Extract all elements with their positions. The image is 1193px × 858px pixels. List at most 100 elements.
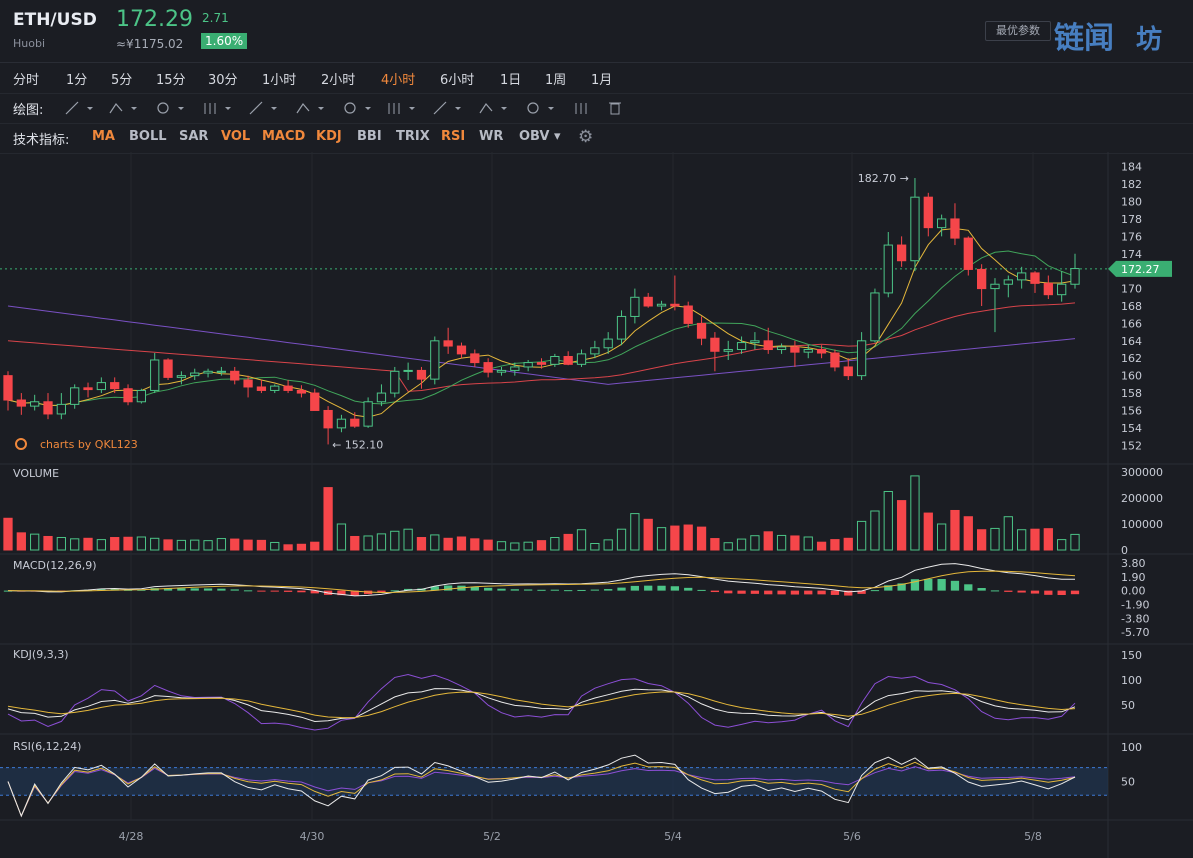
macd-histogram-bar	[1057, 590, 1066, 596]
text-tool-icon[interactable]	[525, 99, 559, 117]
macd-histogram-bar	[310, 590, 319, 594]
macd-histogram-bar	[97, 589, 106, 591]
line-tool-icon[interactable]	[64, 99, 98, 117]
last-price: 172.29	[116, 7, 193, 32]
volume-bar	[870, 510, 880, 551]
candle-body	[963, 237, 973, 270]
candle-body	[643, 296, 653, 307]
macd-tick: -1.90	[1121, 598, 1149, 611]
candle-body	[70, 387, 80, 405]
rsi-band	[0, 767, 1108, 796]
volume-bar	[390, 530, 400, 551]
interval-2[interactable]: 5分	[111, 73, 133, 88]
macd-histogram-bar	[230, 589, 239, 591]
macd-histogram-bar	[937, 579, 946, 591]
indicator-vol[interactable]: VOL	[221, 129, 251, 144]
indicator-bar: 技术指标: MA BOLL SAR VOL MACD KDJ BBI TRIX RSI WR OBV…	[0, 123, 1193, 154]
indicator-wr[interactable]: WR	[479, 129, 504, 144]
interval-7[interactable]: 4小时	[381, 73, 416, 88]
volume-bar	[670, 525, 680, 551]
watermark-text: charts by QKL123	[40, 438, 138, 451]
candle-body	[616, 315, 627, 340]
arrow-tool-icon[interactable]	[432, 99, 466, 117]
volume-bar	[1030, 528, 1040, 551]
candle-body	[56, 403, 66, 415]
volume-bar	[643, 518, 653, 551]
indicator-obv[interactable]: OBV ▾	[519, 129, 561, 144]
candle-body	[3, 375, 13, 401]
candle-body	[403, 369, 413, 372]
gear-icon[interactable]: ⚙	[578, 127, 594, 147]
volume-bar	[523, 541, 533, 551]
price-tick-168: 168	[1121, 300, 1142, 313]
indicator-ma[interactable]: MA	[92, 129, 115, 144]
svg-text:坊: 坊	[1136, 24, 1162, 55]
candle-body	[656, 303, 667, 307]
candle-body	[1043, 282, 1053, 296]
interval-4[interactable]: 30分	[208, 73, 238, 88]
bars-tool-icon[interactable]	[573, 99, 607, 117]
range-tool-icon[interactable]	[478, 99, 512, 117]
interval-3[interactable]: 15分	[156, 73, 186, 88]
interval-10[interactable]: 1周	[545, 73, 567, 88]
pattern-tool-icon[interactable]	[295, 99, 329, 117]
candle-body	[190, 372, 200, 377]
volume-bar	[550, 537, 560, 551]
watermark-icon	[15, 438, 27, 450]
interval-8[interactable]: 6小时	[440, 73, 475, 88]
indicator-boll[interactable]: BOLL	[129, 129, 167, 144]
interval-1[interactable]: 1分	[66, 73, 88, 88]
interval-0[interactable]: 分时	[13, 73, 40, 88]
channel-tool-icon[interactable]	[386, 99, 420, 117]
macd-histogram-bar	[844, 590, 853, 596]
candle-body	[630, 296, 640, 317]
candle-body	[243, 379, 253, 388]
trash-icon[interactable]	[606, 99, 640, 117]
indicator-sar[interactable]: SAR	[179, 129, 209, 144]
wave-tool-icon[interactable]	[248, 99, 282, 117]
angle-tool-icon[interactable]	[155, 99, 189, 117]
macd-histogram-bar	[524, 589, 533, 591]
candle-body	[550, 355, 560, 365]
change-percent-badge: 1.60%	[201, 33, 248, 49]
candle-body	[176, 375, 187, 378]
volume-bar	[56, 537, 66, 551]
indicator-kdj[interactable]: KDJ	[316, 129, 342, 144]
macd-histogram-bar	[977, 588, 986, 591]
kline-chart[interactable]: 4/28 4/30 5/2 5/4 5/6 5/8 184 182 180 178 176 174 17…	[0, 152, 1193, 858]
candle-body	[470, 353, 480, 364]
volume-tick-200000: 200000	[1121, 492, 1163, 505]
candle-body	[750, 340, 760, 344]
indicator-trix[interactable]: TRIX	[396, 129, 430, 144]
volume-bar	[1003, 516, 1013, 551]
candle-body	[496, 369, 507, 373]
macd-histogram-bar	[764, 590, 773, 595]
shape-tool-icon[interactable]	[202, 99, 236, 117]
kdj-j-line	[7, 673, 1076, 731]
macd-histogram-bar	[990, 590, 1000, 592]
indicator-macd[interactable]: MACD	[262, 129, 306, 144]
candle-body	[203, 370, 213, 374]
indicator-bbi[interactable]: BBI	[357, 129, 382, 144]
macd-histogram-bar	[817, 590, 826, 595]
interval-6[interactable]: 2小时	[321, 73, 356, 88]
symbol-name[interactable]: ETH/USD	[13, 10, 97, 30]
macd-histogram-bar	[857, 590, 866, 594]
volume-bar	[470, 538, 480, 551]
price-tick-162: 162	[1121, 352, 1142, 365]
interval-5[interactable]: 1小时	[262, 73, 297, 88]
ray-tool-icon[interactable]	[108, 99, 142, 117]
candle-body	[443, 340, 453, 347]
kdj-k-line	[7, 688, 1076, 723]
candle-body	[790, 346, 800, 353]
fib-tool-icon[interactable]	[342, 99, 376, 117]
macd-histogram-bar	[137, 589, 146, 591]
volume-bar	[576, 529, 587, 551]
interval-9[interactable]: 1日	[500, 73, 522, 88]
interval-11[interactable]: 1月	[591, 73, 613, 88]
macd-histogram-bar	[630, 585, 639, 591]
candle-body	[683, 305, 693, 324]
best-params-button[interactable]: 最优参数	[985, 21, 1051, 41]
candle-body	[736, 342, 747, 351]
indicator-rsi[interactable]: RSI	[441, 129, 466, 144]
